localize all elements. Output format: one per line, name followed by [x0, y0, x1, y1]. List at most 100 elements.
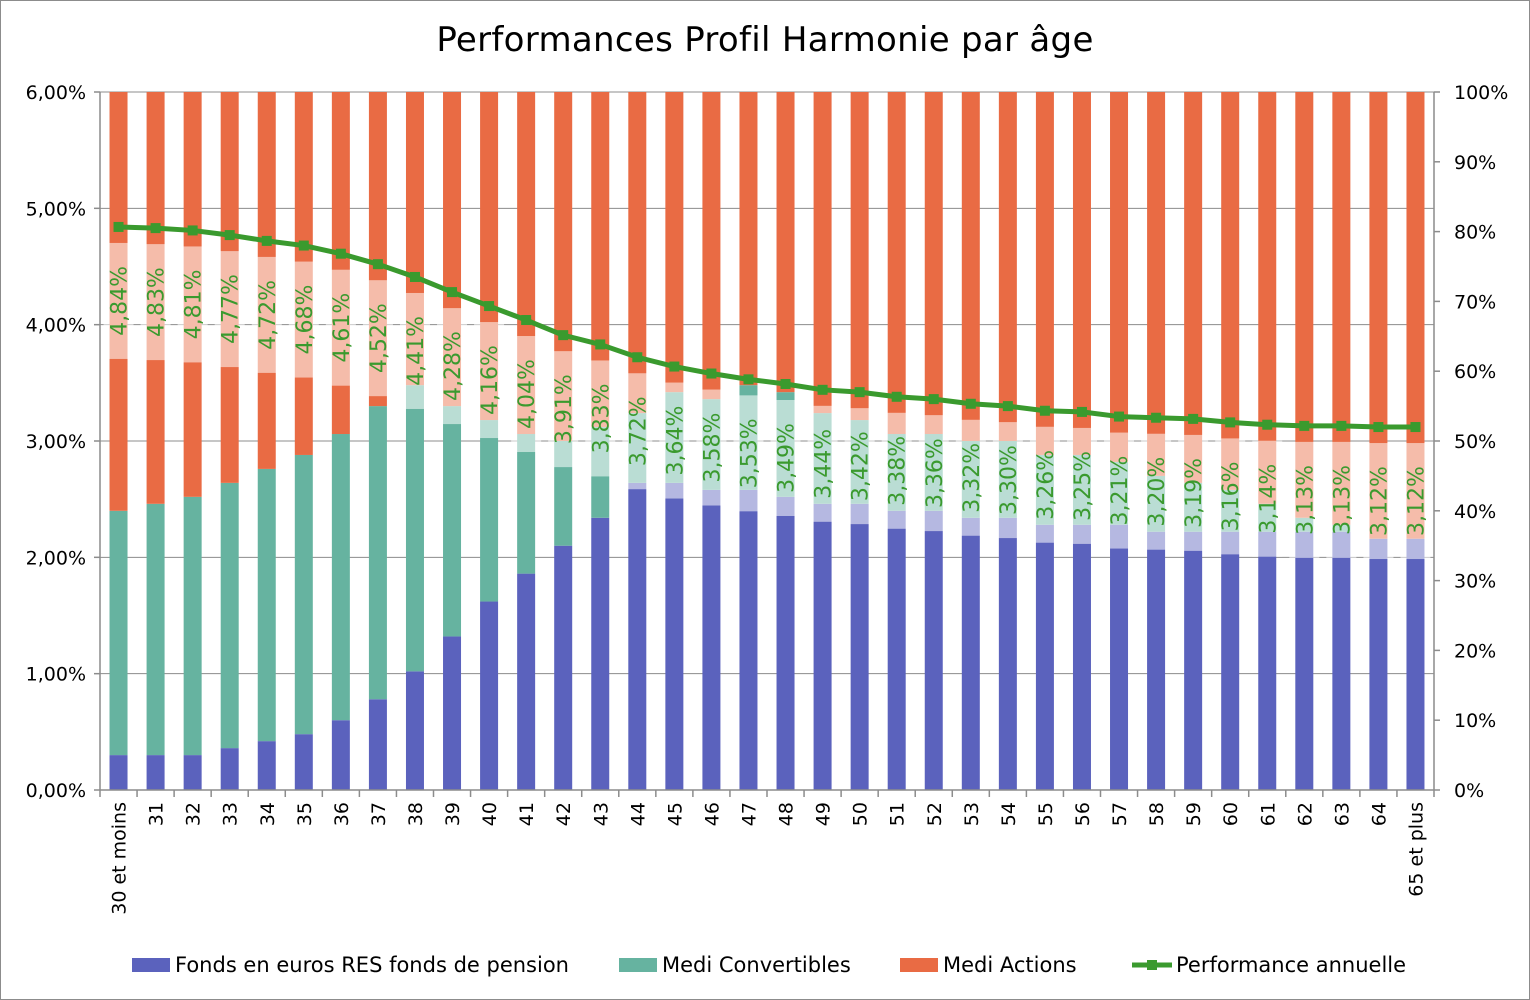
bar-segment — [776, 92, 795, 393]
right-tick-label: 100% — [1454, 82, 1508, 104]
line-marker — [1151, 412, 1162, 423]
data-label-background — [844, 408, 875, 525]
data-label-group: 3,53% — [733, 395, 764, 512]
data-label: 4,04% — [515, 359, 540, 429]
data-label-background — [1400, 443, 1431, 560]
data-label-group: 4,04% — [511, 336, 542, 453]
data-label-group: 3,12% — [1400, 443, 1431, 560]
bar-segment — [1072, 92, 1091, 455]
bar-segment — [1072, 524, 1091, 790]
bar-segment — [331, 434, 350, 721]
bar-segment — [961, 92, 980, 441]
line-marker — [1299, 420, 1310, 431]
line-marker — [1002, 401, 1013, 412]
bar-segment — [776, 496, 795, 790]
data-label-background — [548, 351, 579, 468]
data-label-group: 4,83% — [140, 244, 171, 361]
left-tick-label: 5,00% — [26, 198, 86, 220]
data-label-group: 3,44% — [807, 405, 838, 522]
left-tick-label: 0,00% — [26, 780, 86, 802]
data-label-background — [955, 419, 986, 536]
bar-segment — [1295, 531, 1314, 790]
x-tick-label: 41 — [516, 802, 538, 826]
data-label-group: 4,41% — [399, 292, 430, 409]
legend-swatch — [900, 958, 938, 972]
line-marker — [335, 248, 346, 259]
data-label-group: 3,42% — [844, 408, 875, 525]
data-label: 4,16% — [478, 345, 503, 415]
bar-segment — [702, 489, 721, 790]
data-label-background — [474, 322, 505, 439]
bar-segment — [702, 92, 721, 400]
data-label-background — [140, 244, 171, 361]
bar-segment — [183, 496, 202, 756]
data-label: 3,53% — [737, 418, 762, 488]
x-tick-label: 32 — [183, 802, 205, 826]
bar-segment — [998, 92, 1017, 441]
data-label: 3,30% — [997, 445, 1022, 515]
data-label-group: 3,14% — [1252, 440, 1283, 557]
legend-swatch — [619, 958, 657, 972]
data-label-background — [511, 336, 542, 453]
line-marker — [595, 339, 606, 350]
data-label-background — [918, 415, 949, 532]
x-tick-label: 63 — [1331, 802, 1353, 826]
x-tick-label: 56 — [1072, 802, 1094, 826]
x-tick-label: 38 — [405, 802, 427, 826]
data-label-background — [362, 280, 393, 397]
line-marker — [965, 398, 976, 409]
data-label: 3,13% — [1330, 465, 1355, 535]
data-label-group: 4,61% — [325, 269, 356, 386]
left-tick-label: 2,00% — [26, 547, 86, 569]
data-label-background — [1141, 433, 1172, 550]
bar-segment — [628, 92, 647, 414]
bar-segment — [554, 545, 573, 790]
bar-segment — [368, 406, 387, 700]
gridlines — [100, 91, 1434, 791]
data-label-group: 4,77% — [214, 251, 245, 368]
bar-segment — [183, 755, 202, 790]
data-label: 3,83% — [589, 383, 614, 453]
bar-segment — [368, 699, 387, 790]
line-marker — [1410, 422, 1421, 433]
bar-segment — [294, 734, 313, 790]
data-label-background — [659, 382, 690, 499]
data-label: 4,72% — [256, 280, 281, 350]
x-tick-label: 52 — [924, 802, 946, 826]
right-tick-label: 10% — [1454, 710, 1496, 732]
data-label: 3,38% — [886, 436, 911, 506]
legend: Fonds en euros RES fonds de pension Medi … — [132, 953, 1406, 977]
line-marker — [187, 225, 198, 236]
x-tick-label: 37 — [368, 802, 390, 826]
x-tick-label: 58 — [1146, 802, 1168, 826]
data-label-group: 3,32% — [955, 419, 986, 536]
bar-segment — [850, 503, 869, 790]
data-label-group: 3,64% — [659, 382, 690, 499]
data-label-group: 3,16% — [1215, 438, 1246, 555]
data-label-background — [177, 246, 208, 363]
left-tick-label: 1,00% — [26, 664, 86, 686]
data-label: 3,25% — [1071, 451, 1096, 521]
data-label: 4,61% — [330, 293, 355, 363]
x-tick-label: 35 — [294, 802, 316, 826]
x-tick-label: 64 — [1368, 802, 1390, 826]
x-tick-label: 55 — [1035, 802, 1057, 826]
data-label-background — [1326, 441, 1357, 558]
data-label-background — [1029, 426, 1060, 543]
bar-segment — [1147, 92, 1166, 476]
bar-segment — [405, 671, 424, 790]
data-label-group: 4,28% — [437, 308, 468, 425]
bar-segment — [1035, 92, 1054, 455]
data-label-background — [288, 261, 319, 378]
data-label-background — [770, 399, 801, 516]
line-marker — [1262, 419, 1273, 430]
legend-label: Fonds en euros RES fonds de pension — [175, 953, 569, 977]
line-marker — [1336, 420, 1347, 431]
x-tick-label: 45 — [664, 802, 686, 826]
legend-label: Medi Convertibles — [662, 953, 851, 977]
left-tick-label: 4,00% — [26, 315, 86, 337]
x-tick-label: 48 — [776, 802, 798, 826]
x-tick-label: 62 — [1294, 802, 1316, 826]
bar-segment — [1332, 531, 1351, 790]
legend-label: Performance annuelle — [1176, 953, 1406, 977]
